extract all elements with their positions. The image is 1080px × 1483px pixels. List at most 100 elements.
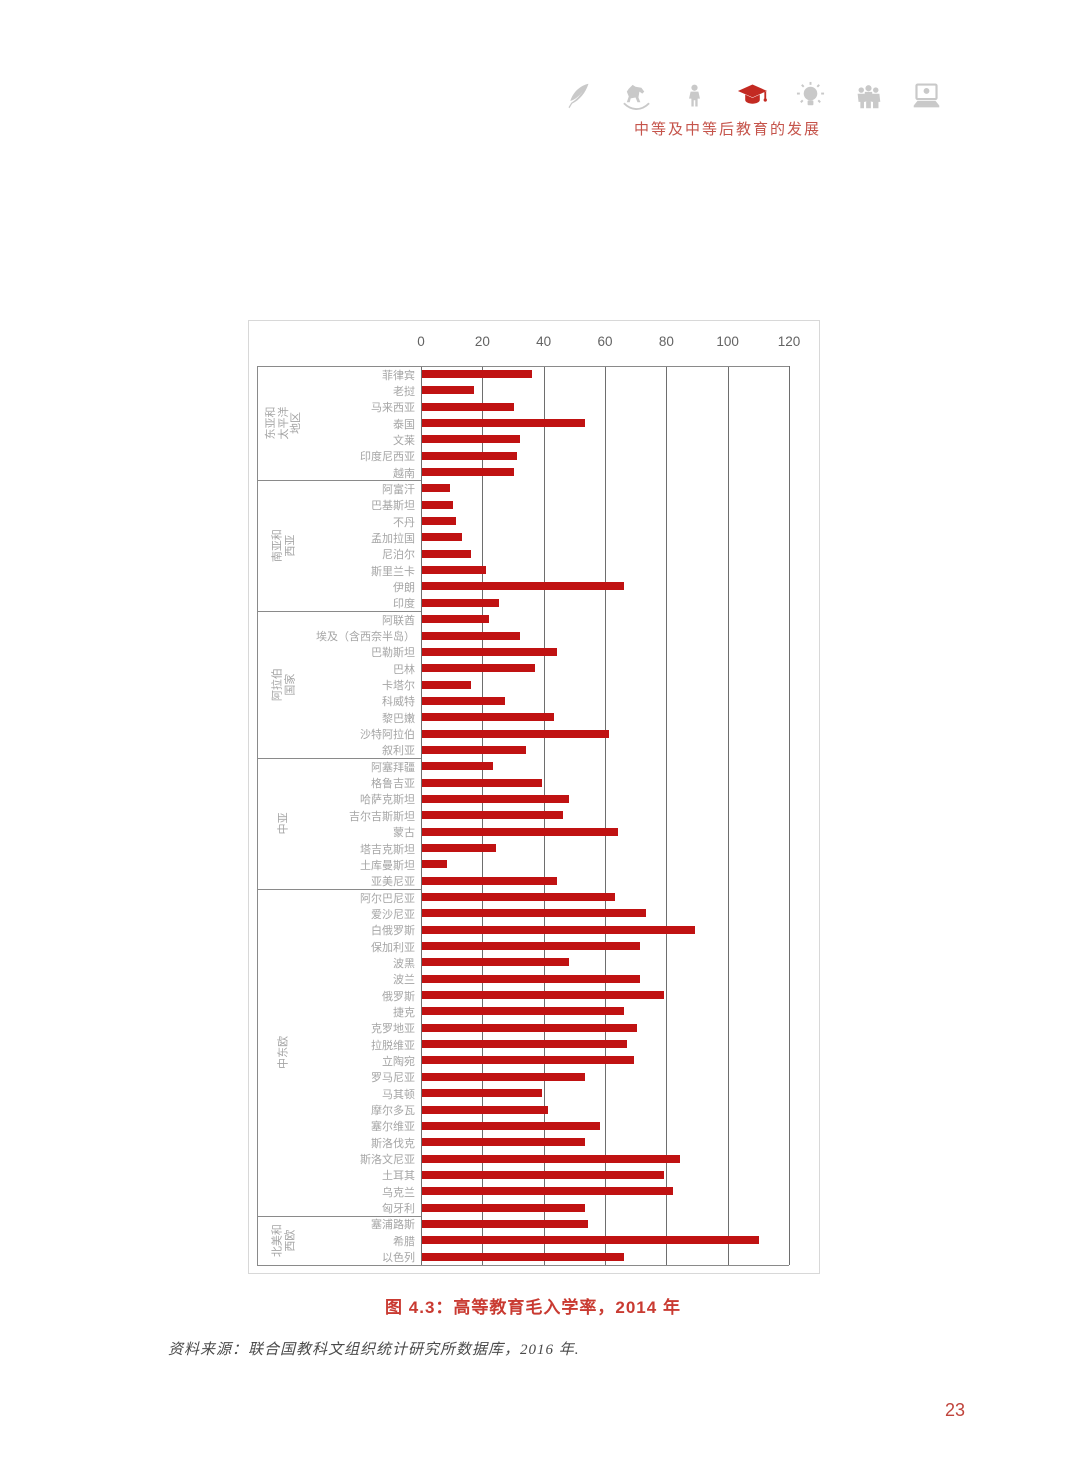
country-label: 泰国 xyxy=(393,418,415,431)
country-label: 老挝 xyxy=(393,385,415,398)
x-axis-tick-label: 0 xyxy=(417,334,425,349)
bar xyxy=(422,876,557,885)
country-label: 乌克兰 xyxy=(382,1186,415,1199)
bar xyxy=(422,533,462,542)
bar xyxy=(422,778,542,787)
country-label: 文莱 xyxy=(393,434,415,447)
country-label: 卡塔尔 xyxy=(382,680,415,693)
country-label: 希腊 xyxy=(393,1235,415,1248)
lightbulb-icon xyxy=(795,80,826,111)
bar xyxy=(422,615,490,624)
country-label: 黎巴嫩 xyxy=(382,712,415,725)
country-label: 叙利亚 xyxy=(382,745,415,758)
region-separator xyxy=(257,889,421,891)
country-label: 印度 xyxy=(393,598,415,611)
country-label: 白俄罗斯 xyxy=(371,925,415,938)
page-number: 23 xyxy=(944,1400,966,1420)
country-label: 阿塞拜疆 xyxy=(371,761,415,774)
bar xyxy=(422,991,665,1000)
bar xyxy=(422,647,557,656)
bar xyxy=(422,664,536,673)
bar xyxy=(422,582,625,591)
x-axis-tick-label: 100 xyxy=(716,334,739,349)
country-label: 克罗地亚 xyxy=(371,1023,415,1036)
country-label: 蒙古 xyxy=(393,827,415,840)
quill-icon xyxy=(563,80,594,111)
bar xyxy=(422,827,619,836)
bar xyxy=(422,451,518,460)
region-separator xyxy=(257,758,421,760)
bar xyxy=(422,1121,600,1130)
bar xyxy=(422,958,570,967)
country-label: 阿富汗 xyxy=(382,483,415,496)
bar xyxy=(422,468,514,477)
bar xyxy=(422,370,533,378)
bar xyxy=(422,598,499,607)
bar xyxy=(422,1105,548,1114)
bar xyxy=(422,1040,628,1049)
bar xyxy=(422,566,487,575)
plot-top-border xyxy=(257,366,789,367)
bar xyxy=(422,713,554,722)
region-label: 中东欧 xyxy=(263,889,305,1216)
bar xyxy=(422,484,450,493)
bar xyxy=(422,549,472,558)
country-label: 摩尔多瓦 xyxy=(371,1105,415,1118)
label-area-left-border xyxy=(257,366,258,1265)
country-label: 保加利亚 xyxy=(371,941,415,954)
country-label: 尼泊尔 xyxy=(382,549,415,562)
header-icon-strip xyxy=(563,80,942,111)
country-label: 巴基斯坦 xyxy=(371,500,415,513)
country-label: 罗马尼亚 xyxy=(371,1072,415,1085)
bar xyxy=(422,860,447,869)
country-label: 斯里兰卡 xyxy=(371,565,415,578)
country-label: 巴勒斯坦 xyxy=(371,647,415,660)
bar xyxy=(422,386,475,395)
bar xyxy=(422,745,527,754)
people-icon xyxy=(853,80,884,111)
country-label: 塞尔维亚 xyxy=(371,1121,415,1134)
bar xyxy=(422,500,453,509)
bar xyxy=(422,844,496,852)
bar xyxy=(422,517,456,526)
country-label: 捷克 xyxy=(393,1006,415,1019)
gridline xyxy=(789,366,790,1265)
country-label: 格鲁吉亚 xyxy=(371,778,415,791)
figure-caption: 图 4.3：高等教育毛入学率，2014 年 xyxy=(385,1298,681,1317)
country-label: 土库曼斯坦 xyxy=(360,859,415,872)
country-label: 亚美尼亚 xyxy=(371,876,415,889)
country-label: 立陶宛 xyxy=(382,1055,415,1068)
bar xyxy=(422,1023,637,1032)
country-label: 拉脱维亚 xyxy=(371,1039,415,1052)
bar xyxy=(422,435,521,444)
bar xyxy=(422,402,514,411)
country-label: 阿联酋 xyxy=(382,614,415,627)
bar xyxy=(422,1170,665,1179)
x-axis-tick-label: 40 xyxy=(536,334,552,349)
bar xyxy=(422,419,585,428)
gridline xyxy=(727,366,729,1265)
country-label: 塔吉克斯坦 xyxy=(360,843,415,856)
country-label: 斯洛文尼亚 xyxy=(360,1154,415,1167)
country-label: 俄罗斯 xyxy=(382,990,415,1003)
country-label: 马其顿 xyxy=(382,1088,415,1101)
bar xyxy=(422,909,646,918)
bar xyxy=(422,1154,680,1163)
country-label: 马来西亚 xyxy=(371,402,415,415)
country-label: 巴林 xyxy=(393,663,415,676)
region-separator xyxy=(257,1215,421,1217)
bar xyxy=(422,942,640,951)
bar xyxy=(422,1007,625,1016)
bar xyxy=(422,794,570,803)
bar xyxy=(422,1138,585,1147)
child-icon xyxy=(679,80,710,111)
bar xyxy=(422,1056,634,1065)
country-label: 波黑 xyxy=(393,957,415,970)
bar xyxy=(422,729,610,738)
x-axis-tick-label: 120 xyxy=(777,334,801,349)
bar xyxy=(422,1219,588,1228)
bar xyxy=(422,974,640,983)
x-axis-tick-label: 20 xyxy=(474,334,490,349)
country-label: 科威特 xyxy=(382,696,415,709)
